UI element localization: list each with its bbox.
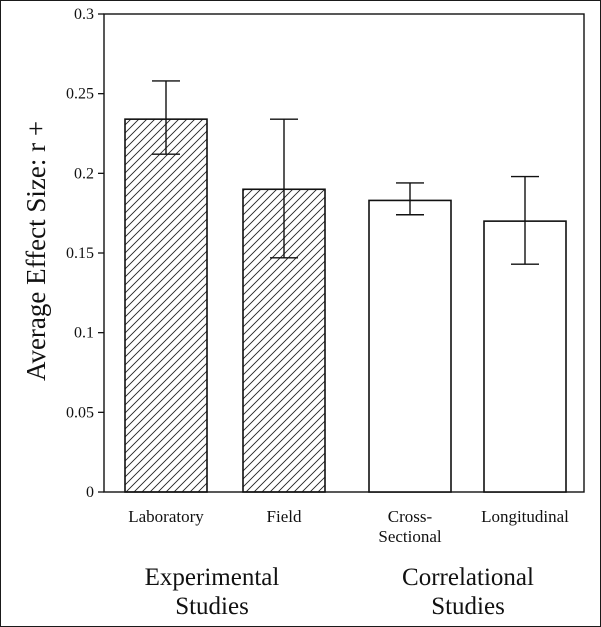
y-tick-label: 0.05 xyxy=(66,404,94,421)
bar-crosssectional xyxy=(368,199,452,493)
y-axis: 0 0.05 0.1 0.15 0.2 0.25 0.3 xyxy=(66,6,104,501)
group-label: Correlational Studies xyxy=(402,564,534,620)
y-tick-label: 0.1 xyxy=(74,325,94,342)
x-tick-label: Cross-Sectional xyxy=(378,507,442,546)
bar-longitudinal xyxy=(483,220,567,493)
bars xyxy=(124,118,567,493)
y-tick-label: 0 xyxy=(86,484,94,501)
x-tick-label: Laboratory xyxy=(128,507,204,526)
y-tick-label: 0.3 xyxy=(74,6,94,23)
y-tick-label: 0.15 xyxy=(66,245,94,262)
y-tick-label: 0.25 xyxy=(66,86,94,103)
y-tick-label: 0.2 xyxy=(74,165,94,182)
x-axis-labels: Laboratory Field Cross-Sectional Longitudin… xyxy=(128,507,569,546)
bar-laboratory xyxy=(124,118,208,493)
error-bars xyxy=(152,80,539,265)
y-axis-label: Average Effect Size: r + xyxy=(21,121,51,381)
x-tick-label: Field xyxy=(267,507,302,526)
group-labels: Experimental Studies Correlational Studies xyxy=(145,564,534,620)
group-label: Experimental Studies xyxy=(145,564,280,620)
x-tick-label: Longitudinal xyxy=(481,507,569,526)
